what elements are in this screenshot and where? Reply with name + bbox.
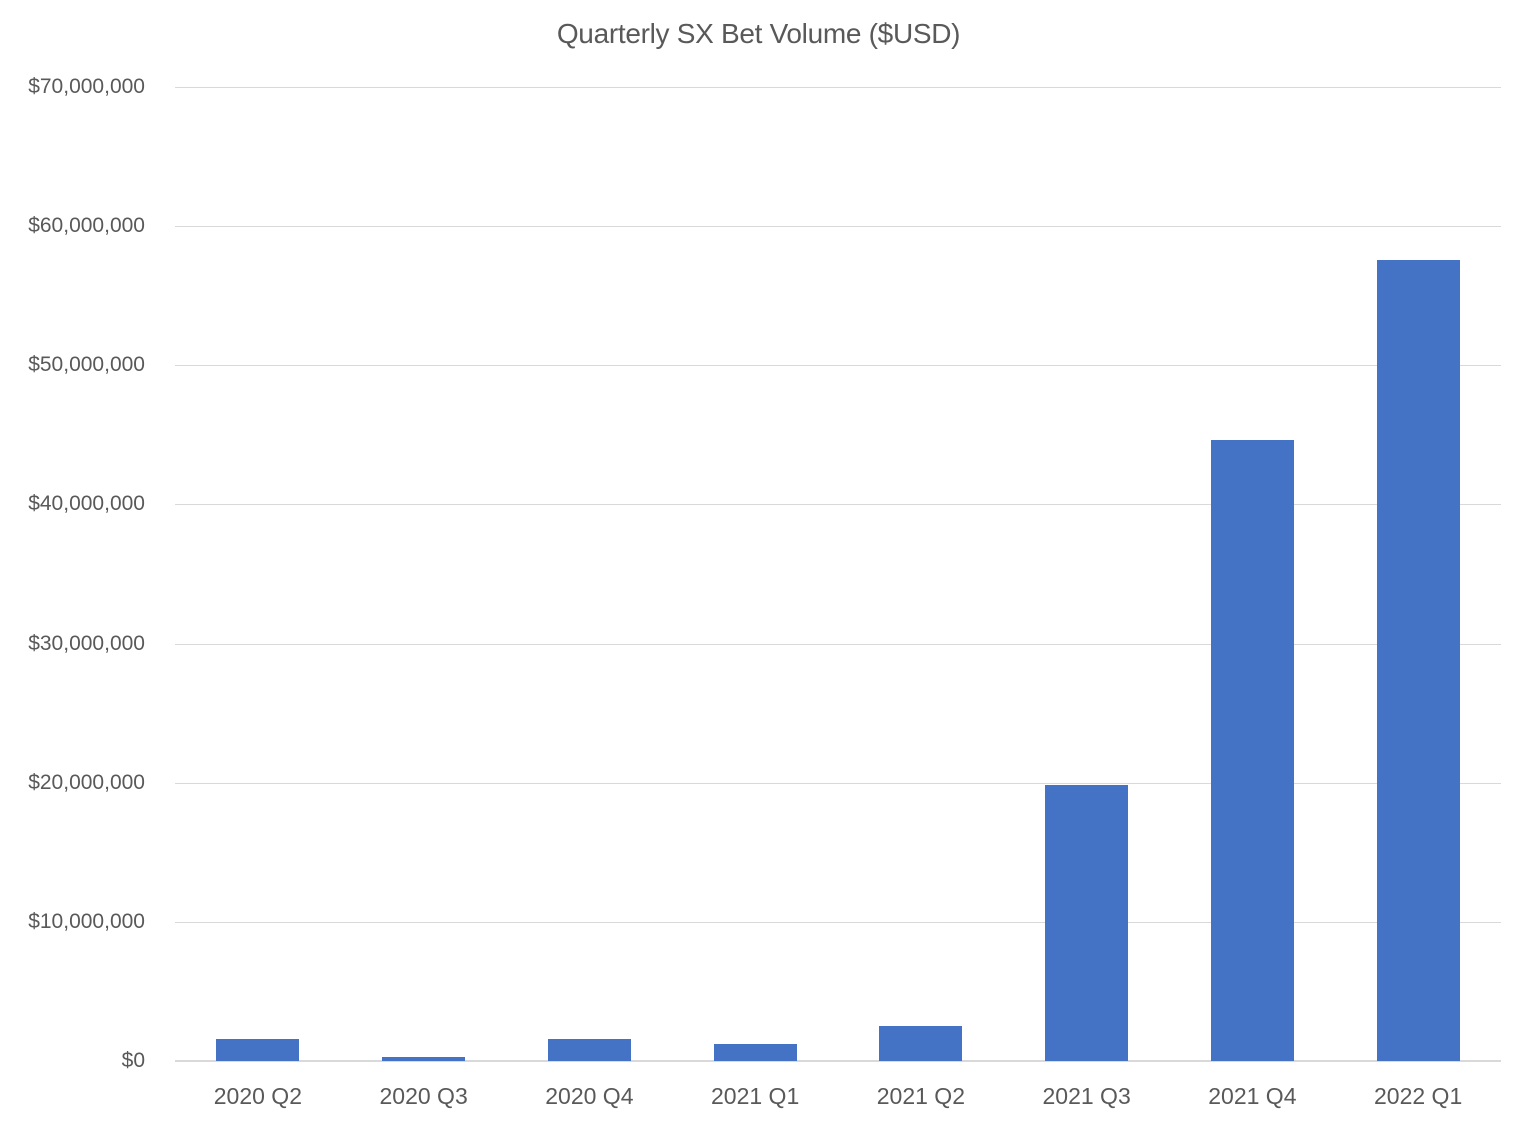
bar-2021-q2[interactable] xyxy=(879,1026,963,1061)
gridline xyxy=(175,782,1501,784)
bar-2021-q1[interactable] xyxy=(713,1044,797,1061)
y-tick-label: $30,000,000 xyxy=(28,631,145,655)
x-tick-label: 2021 Q4 xyxy=(1208,1083,1297,1109)
bar-2020-q4[interactable] xyxy=(547,1038,631,1061)
bar-2021-q4[interactable] xyxy=(1210,440,1294,1061)
bar-2021-q3[interactable] xyxy=(1045,785,1129,1061)
gridline xyxy=(175,921,1501,923)
x-tick-label: 2021 Q2 xyxy=(876,1083,965,1109)
chart-title: Quarterly SX Bet Volume ($USD) xyxy=(556,18,961,49)
bar-2020-q3[interactable] xyxy=(382,1056,466,1061)
x-tick-label: 2020 Q4 xyxy=(545,1083,634,1109)
y-tick-label: $40,000,000 xyxy=(28,492,145,516)
y-tick-label: $60,000,000 xyxy=(28,214,145,238)
gridline xyxy=(175,87,1501,88)
bar-2020-q2[interactable] xyxy=(216,1038,300,1061)
gridline xyxy=(175,504,1501,506)
x-axis-line xyxy=(175,1060,1501,1062)
y-tick-label: $70,000,000 xyxy=(28,75,145,98)
y-tick-label: $0 xyxy=(121,1049,145,1072)
x-tick-label: 2021 Q3 xyxy=(1042,1083,1131,1109)
bar-2022-q1[interactable] xyxy=(1376,259,1460,1061)
gridline xyxy=(175,226,1501,228)
x-tick-label: 2022 Q1 xyxy=(1374,1083,1463,1109)
gridline xyxy=(175,365,1501,367)
gridline xyxy=(175,643,1501,645)
x-tick-label: 2020 Q2 xyxy=(213,1083,302,1109)
x-tick-label: 2020 Q3 xyxy=(379,1083,468,1109)
y-tick-label: $20,000,000 xyxy=(28,770,145,794)
x-tick-label: 2021 Q1 xyxy=(711,1083,800,1109)
y-tick-label: $10,000,000 xyxy=(28,909,145,933)
y-tick-label: $50,000,000 xyxy=(28,353,145,377)
